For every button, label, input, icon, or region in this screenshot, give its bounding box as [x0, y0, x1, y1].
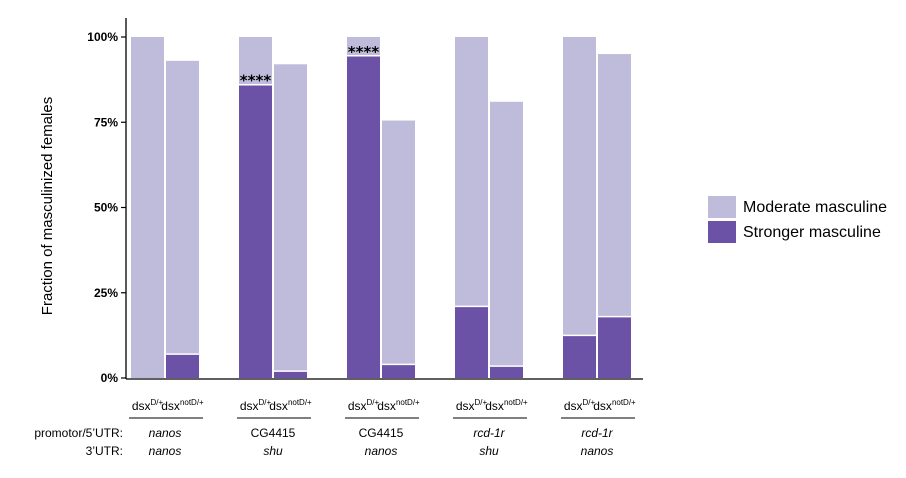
bar-stronger-g4-b2 — [490, 366, 523, 378]
significance-label: **** — [240, 72, 272, 90]
utr3-label: nanos — [365, 444, 398, 458]
utr3-label: shu — [263, 444, 283, 458]
promoter-label: nanos — [149, 426, 182, 440]
utr3-label: nanos — [149, 444, 182, 458]
bar-moderate-g3-b2 — [382, 120, 415, 379]
y-tick-label: 100% — [87, 30, 118, 44]
bar-moderate-g5-b1 — [563, 37, 596, 378]
bar-stronger-g5-b2 — [598, 316, 631, 378]
significance-label: **** — [348, 43, 380, 61]
genotype-label: dsxnotD/+ — [161, 398, 204, 413]
bar-moderate-g2-b2 — [274, 64, 307, 378]
genotype-label: dsxD/+ — [564, 398, 596, 413]
y-tick-label: 25% — [94, 286, 118, 300]
legend-swatch-1 — [708, 196, 736, 218]
genotype-label: dsxD/+ — [240, 398, 272, 413]
promoter-label: rcd-1r — [581, 426, 613, 440]
legend-label-2: Stronger masculine — [743, 224, 881, 241]
promoter-label: rcd-1r — [473, 426, 505, 440]
genotype-label: dsxD/+ — [456, 398, 488, 413]
bar-stronger-g3-b2 — [382, 364, 415, 378]
bar-stronger-g5-b1 — [563, 335, 596, 378]
bar-stronger-g2-b1 — [239, 84, 272, 379]
legend-swatch-2 — [708, 221, 736, 243]
genotype-label: dsxD/+ — [348, 398, 380, 413]
y-tick-label: 0% — [101, 371, 119, 385]
utr3-row-label: 3’UTR: — [86, 444, 123, 458]
genotype-label: dsxnotD/+ — [485, 398, 528, 413]
legend: Moderate masculine Stronger masculine — [708, 196, 887, 243]
bar-stronger-g3-b1 — [347, 55, 380, 378]
bars: **** **** — [131, 37, 631, 379]
bar-stronger-g2-b2 — [274, 371, 307, 378]
axes: 0% 25% 50% 75% 100% — [87, 18, 643, 385]
utr3-label: nanos — [581, 444, 614, 458]
y-tick-label: 50% — [94, 201, 118, 215]
bar-moderate-g4-b2 — [490, 101, 523, 378]
y-tick-label: 75% — [94, 115, 118, 129]
y-axis-label: Fraction of masculinized females — [39, 97, 56, 315]
genotype-label: dsxnotD/+ — [593, 398, 636, 413]
promoter-row-label: promotor/5’UTR: — [34, 426, 123, 440]
genotype-label: dsxD/+ — [132, 398, 164, 413]
promoter-label: CG4415 — [359, 426, 404, 440]
genotype-label: dsxnotD/+ — [269, 398, 312, 413]
promoter-label: CG4415 — [251, 426, 296, 440]
bar-stronger-g1-b2 — [166, 354, 199, 378]
genotype-label: dsxnotD/+ — [377, 398, 420, 413]
legend-label-1: Moderate masculine — [743, 199, 887, 216]
group-labels: dsxD/+dsxnotD/+nanosnanosdsxD/+dsxnotD/+… — [34, 398, 636, 458]
bar-moderate-g1-b2 — [166, 60, 199, 379]
bar-stronger-g4-b1 — [455, 306, 488, 378]
bar-moderate-g1-b1 — [131, 37, 164, 378]
utr3-label: shu — [479, 444, 499, 458]
